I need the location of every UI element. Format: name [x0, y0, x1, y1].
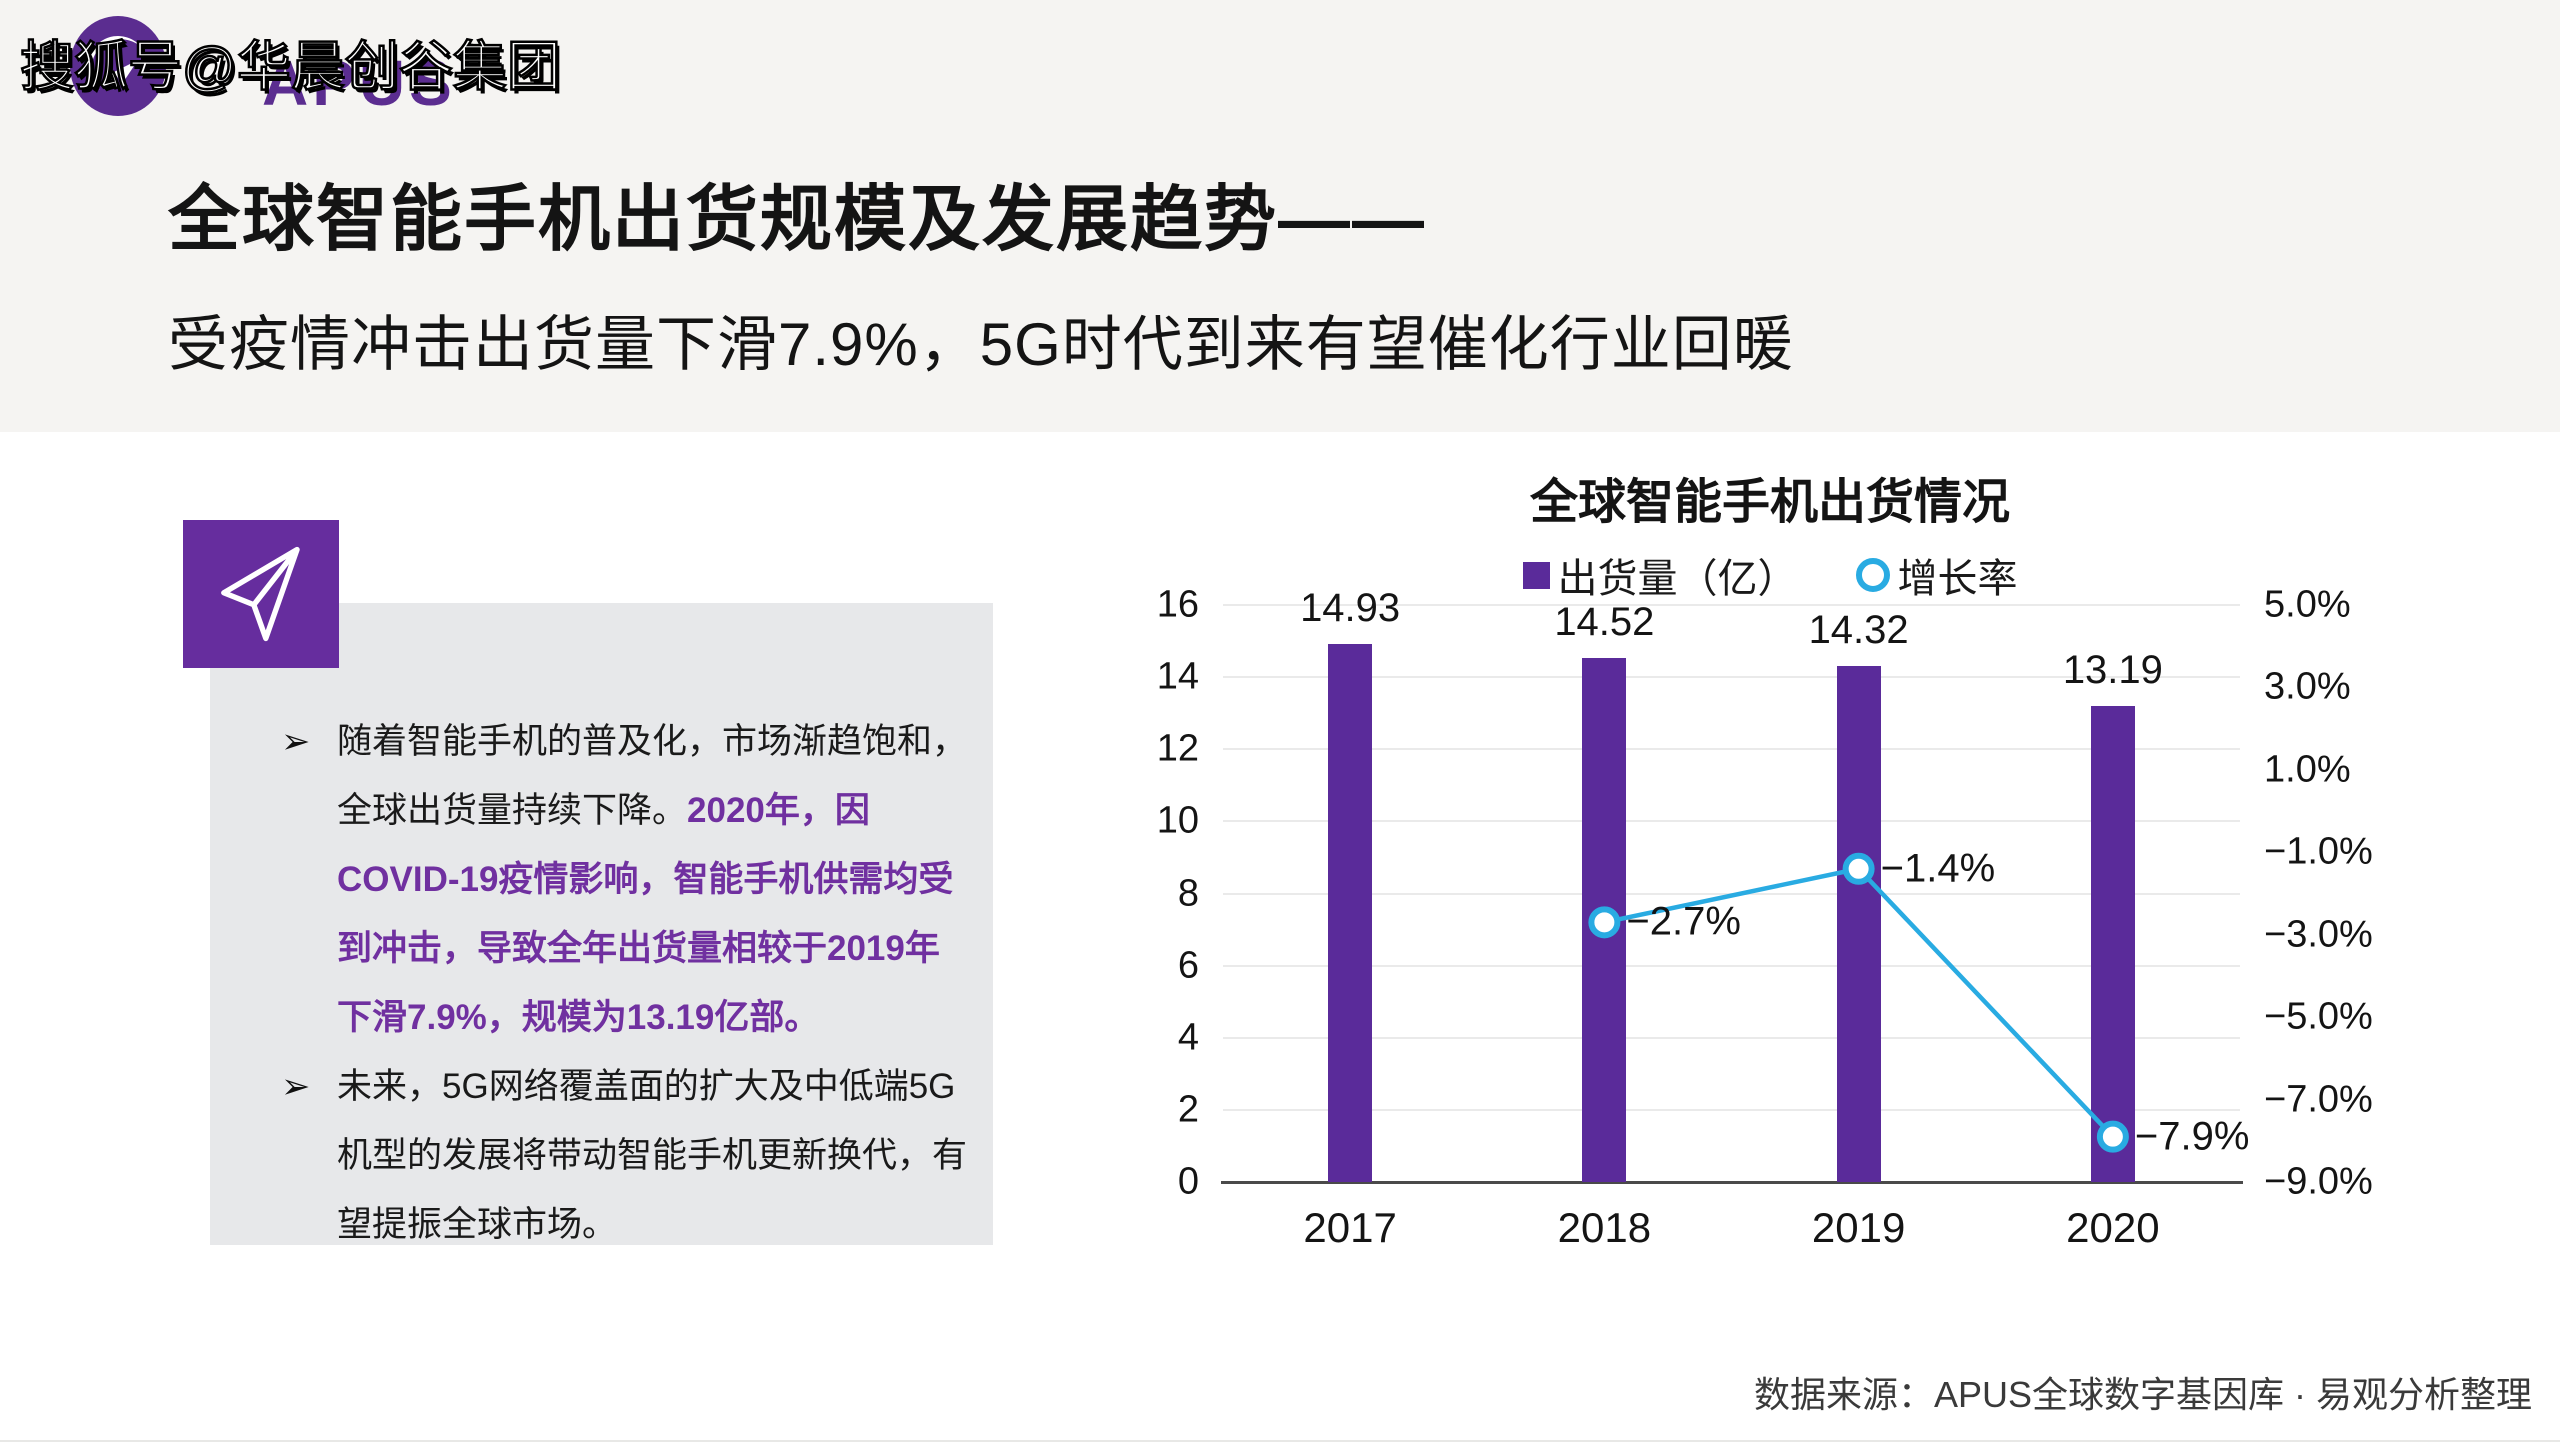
- shipments-bar: [1328, 643, 1373, 1182]
- right-axis-tick: −1.0%: [2264, 830, 2373, 873]
- right-axis-tick: 1.0%: [2264, 748, 2351, 791]
- gridline: [1223, 1036, 2240, 1039]
- insight-text-2: 未来，5G网络覆盖面的扩大及中低端5G机型的发展将带动智能手机更新换代，有望提振…: [337, 1067, 967, 1244]
- paper-plane-icon: [221, 546, 300, 642]
- header-band: [0, 0, 2560, 432]
- insight-bullet-2: ➢ 未来，5G网络覆盖面的扩大及中低端5G机型的发展将带动智能手机更新换代，有望…: [281, 1052, 969, 1259]
- data-source-note: 数据来源：APUS全球数字基因库 · 易观分析整理: [1753, 1374, 2532, 1415]
- right-axis-tick: 3.0%: [2264, 665, 2351, 708]
- gridline: [1223, 820, 2240, 823]
- insight-panel: ➢ 随着智能手机的普及化，市场渐趋饱和，全球出货量持续下降。2020年，因COV…: [210, 603, 993, 1245]
- legend-item-growth: 增长率: [1855, 546, 2018, 604]
- page-subtitle: 受疫情冲击出货量下滑7.9%，5G时代到来有望催化行业回暖: [168, 311, 1794, 378]
- growth-point-marker: [2096, 1120, 2129, 1153]
- legend-label-growth: 增长率: [1897, 557, 2018, 601]
- insight-text-1: 随着智能手机的普及化，市场渐趋饱和，全球出货量持续下降。2020年，因COVID…: [337, 722, 967, 1037]
- left-axis-tick: 10: [1156, 799, 1199, 842]
- left-axis-tick: 8: [1177, 872, 1199, 914]
- apus-logo-icon: [70, 16, 166, 116]
- left-axis-tick: 4: [1177, 1016, 1199, 1059]
- insight-bullet-1: ➢ 随着智能手机的普及化，市场渐趋饱和，全球出货量持续下降。2020年，因COV…: [281, 707, 969, 1052]
- paper-plane-tile: [183, 520, 339, 668]
- growth-line-layer: [1588, 852, 2129, 1153]
- left-axis-tick: 16: [1156, 583, 1199, 626]
- left-axis-tick: 0: [1177, 1160, 1199, 1203]
- category-label: 2017: [1303, 1204, 1397, 1251]
- x-axis-line: [1221, 1181, 2243, 1184]
- chart-plot-area: 0 2 4 6 8 10 12 14 16 5.0% 3.0% 1.0% −1.0% −3.0% −5.0%…: [1157, 584, 2373, 1252]
- bullet-arrow-icon: ➢: [281, 722, 311, 761]
- legend-label-shipments: 出货量（亿）: [1557, 557, 1798, 601]
- watermark-text: 搜狐号@华晨创谷集团: [19, 36, 562, 99]
- ring-swatch-icon: [1855, 558, 1890, 592]
- gridline: [1223, 1108, 2240, 1111]
- right-axis-tick: −7.0%: [2264, 1078, 2373, 1121]
- growth-point-label: −1.4%: [1880, 846, 1996, 891]
- growth-point-marker: [1588, 906, 1621, 939]
- left-axis-tick: 14: [1156, 655, 1199, 698]
- gridline: [1223, 676, 2240, 679]
- chart-legend: 出货量（亿） 增长率: [1240, 546, 2300, 604]
- growth-point-label: −7.9%: [2134, 1114, 2250, 1159]
- category-label: 2020: [2066, 1204, 2160, 1251]
- right-axis-tick: 5.0%: [2264, 583, 2351, 626]
- shipments-bar: [1836, 665, 1881, 1182]
- growth-point-label: −2.7%: [1626, 899, 1741, 944]
- gridline: [1223, 964, 2240, 967]
- category-label: 2018: [1557, 1204, 1652, 1251]
- shipments-bar: [2090, 706, 2135, 1182]
- chart-title: 全球智能手机出货情况: [1529, 476, 2010, 529]
- category-label: 2019: [1811, 1204, 1906, 1251]
- insight-text-1-purple: 2020年，因COVID-19疫情影响，智能手机供需均受到冲击，导致全年出货量相…: [337, 791, 954, 1037]
- right-axis-tick: −9.0%: [2264, 1160, 2373, 1203]
- insight-text-1-black: 随着智能手机的普及化，市场渐趋饱和，全球出货量持续下降。: [337, 722, 968, 830]
- gridline: [1223, 748, 2240, 751]
- gridline: [1223, 604, 2240, 606]
- left-axis-tick: 2: [1177, 1088, 1199, 1131]
- legend-item-shipments: 出货量（亿）: [1522, 546, 1798, 604]
- insight-text-2-black: 未来，5G网络覆盖面的扩大及中低端5G机型的发展将带动智能手机更新换代，有望提振…: [337, 1067, 968, 1244]
- bar-swatch-icon: [1522, 561, 1550, 589]
- bar-value-label: 13.19: [2062, 648, 2163, 693]
- right-axis-tick: −5.0%: [2264, 995, 2373, 1038]
- bar-value-label: 14.52: [1554, 600, 1655, 645]
- bar-value-label: 14.32: [1808, 607, 1909, 652]
- right-axis-tick: −3.0%: [2264, 913, 2373, 956]
- left-axis-tick: 6: [1177, 944, 1199, 987]
- bullet-arrow-icon: ➢: [281, 1067, 311, 1106]
- bar-value-label: 14.93: [1300, 585, 1401, 630]
- growth-point-marker: [1842, 852, 1875, 885]
- page-title: 全球智能手机出货规模及发展趋势——: [168, 180, 1427, 260]
- brand-wordmark: APUS: [262, 47, 456, 119]
- left-axis-tick: 12: [1156, 727, 1199, 770]
